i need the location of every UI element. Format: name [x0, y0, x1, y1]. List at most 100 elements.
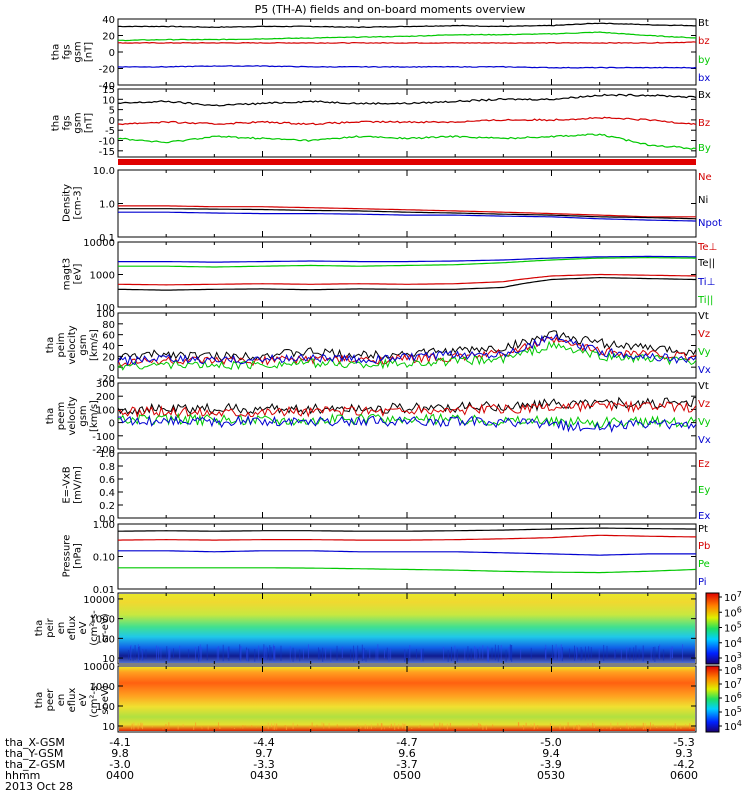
- series-line-te: [118, 273, 697, 286]
- eph-column-0430: -4.4 9.7 -3.3 0430: [250, 736, 278, 782]
- legend-entry: Vt: [698, 311, 709, 322]
- colorbar-tick-label: 103: [724, 651, 742, 665]
- eph-z-value: -3.0: [109, 758, 130, 771]
- legend-entry: By: [698, 143, 711, 154]
- y-axis-label: thapeirenefluxeV(cm²-s-sr-eV): [34, 610, 111, 646]
- y-axis-label: Pressure[nPa]: [62, 535, 84, 578]
- y-tick-label: 100: [96, 702, 115, 713]
- y-axis-label: thapeimvelocitygsm[km/s]: [45, 325, 100, 364]
- y-tick-label: 0.10: [93, 553, 115, 564]
- series-line-bx: [117, 65, 697, 69]
- panel-4: 100 1000 10000 magt3[eV] Te⊥ Te|| Ti⊥ Ti||: [62, 238, 718, 314]
- series-line-vx: [117, 414, 697, 433]
- eph-time-value: 0400: [106, 769, 134, 782]
- eph-z-value: -4.2: [673, 758, 694, 771]
- eph-z-value: -3.7: [396, 758, 417, 771]
- colorbar-tick-label: 105: [724, 621, 742, 635]
- eph-y-value: 9.7: [255, 747, 273, 760]
- legend-entry: Ne: [698, 172, 712, 183]
- panel-8: 0.01 0.10 1.00 Pressure[nPa] Pt Pb Pe Pi: [62, 520, 711, 596]
- eph-z-value: -3.3: [253, 758, 274, 771]
- y-tick-label: -20: [99, 374, 115, 385]
- y-axis-label: magt3[eV]: [62, 258, 84, 291]
- series-line-bx: [117, 93, 697, 107]
- colorbar: [705, 592, 720, 665]
- y-tick-label: 10000: [83, 238, 115, 249]
- spectrogram-image: [119, 594, 695, 663]
- figure-title: P5 (TH-A) fields and on-board moments ov…: [255, 3, 526, 16]
- legend-entry: Vz: [698, 399, 710, 410]
- y-tick-label: -40: [99, 81, 115, 92]
- y-tick-label: 0.6: [99, 475, 115, 486]
- plot-frame: [117, 452, 697, 519]
- y-tick-label: -5: [105, 126, 115, 137]
- y-tick-label: 100: [96, 309, 115, 320]
- series-line-pe: [118, 567, 697, 574]
- y-tick-label: 1000: [90, 271, 115, 282]
- y-tick-label: 0: [109, 116, 115, 127]
- eph-time-value: 0500: [393, 769, 421, 782]
- series-line-vz: [117, 336, 697, 367]
- plot-frame: [117, 382, 697, 450]
- y-tick-label: 200: [96, 392, 115, 403]
- spectrogram-image: [119, 667, 695, 731]
- eph-label-z: tha_Z-GSM: [5, 758, 65, 771]
- y-tick-label: 5: [109, 106, 115, 117]
- legend-entry: Te⊥: [697, 242, 717, 253]
- plot-frame: [117, 169, 697, 238]
- eph-y-value: 9.3: [675, 747, 693, 760]
- legend-entry: Pt: [698, 524, 708, 535]
- colorbar-tick-label: 104: [724, 719, 742, 733]
- eph-x-value: -4.4: [253, 736, 274, 749]
- y-tick-label: 1.00: [93, 520, 115, 531]
- y-tick-label: 0.0: [99, 514, 115, 525]
- colorbar-tick-label: 108: [724, 663, 742, 677]
- y-axis-label: thapeerenefluxeV(cm²-s-sr-eV): [34, 682, 111, 718]
- eph-label-x: tha_X-GSM: [5, 736, 65, 749]
- colorbar-tick-label: 106: [724, 691, 742, 705]
- series-line-bz: [117, 116, 697, 126]
- eph-x-value: -5.3: [673, 736, 694, 749]
- colorbar-tick-label: 107: [724, 677, 742, 691]
- series-line-vy: [117, 340, 697, 371]
- eph-y-value: 9.6: [398, 747, 416, 760]
- series-line-npot: [118, 211, 696, 222]
- y-tick-label: -200: [92, 445, 115, 456]
- eph-y-value: 9.8: [111, 747, 129, 760]
- legend-entry: Vx: [698, 365, 711, 376]
- y-axis-label: thafgsgsm[nT]: [51, 112, 95, 133]
- eph-time-value: 0430: [250, 769, 278, 782]
- series-line-te: [117, 276, 696, 291]
- series-line-vy: [117, 412, 697, 429]
- y-tick-label: 60: [102, 331, 115, 342]
- legend-entry: by: [698, 55, 710, 66]
- eph-label-time: hhmm: [5, 769, 40, 782]
- y-tick-label: 1.0: [99, 200, 115, 211]
- y-tick-label: 0: [109, 419, 115, 430]
- quality-flag-bar: [118, 159, 696, 165]
- y-tick-label: 0: [109, 363, 115, 374]
- legend-entry: bz: [698, 36, 710, 47]
- colorbar-tick-label: 106: [724, 605, 742, 619]
- y-tick-label: 300: [96, 379, 115, 390]
- y-tick-label: -10: [99, 137, 115, 148]
- legend-entry: Pb: [698, 541, 710, 552]
- plot-frame: [117, 18, 697, 86]
- plot-frame: [117, 312, 697, 379]
- legend-entry: Ni: [698, 195, 708, 206]
- series-line-vt: [117, 396, 697, 415]
- series-line-by: [117, 133, 697, 150]
- y-tick-label: 0.2: [99, 501, 115, 512]
- y-tick-label: 100: [96, 405, 115, 416]
- series-line-ti: [118, 256, 696, 268]
- y-tick-label: 20: [102, 352, 115, 363]
- series-line-pi: [118, 550, 696, 556]
- y-tick-label: 100: [96, 634, 115, 645]
- legend-entry: Pi: [698, 577, 707, 588]
- y-tick-label: -15: [99, 147, 115, 158]
- series-line-bz: [117, 41, 697, 44]
- legend-entry: Pe: [698, 559, 710, 570]
- eph-z-value: -3.9: [540, 758, 561, 771]
